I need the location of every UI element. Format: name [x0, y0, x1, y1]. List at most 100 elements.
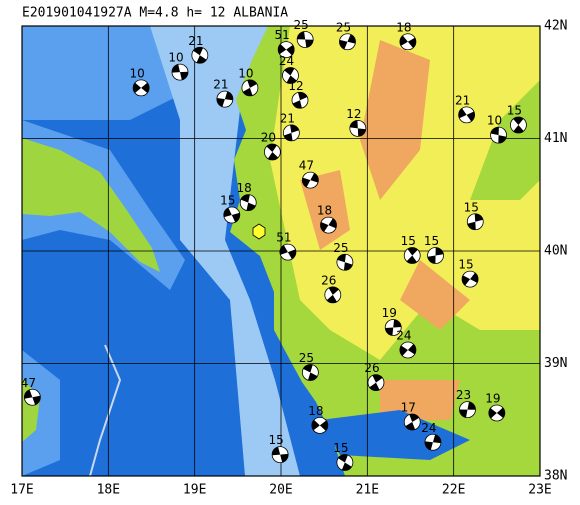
- main-event: [252, 223, 266, 240]
- y-tick-label: 42N: [544, 19, 567, 34]
- compression: [399, 344, 416, 356]
- depth-label: 15: [401, 234, 416, 248]
- compression: [467, 213, 483, 230]
- depth-label: 20: [261, 131, 276, 145]
- focal-mechanism: [279, 243, 297, 261]
- focal-mechanism: [466, 213, 484, 231]
- map-title: E201901041927A M=4.8 h= 12 ALBANIA: [22, 6, 288, 21]
- focal-mechanism: [301, 364, 319, 381]
- depth-label: 25: [336, 20, 351, 34]
- compression: [459, 401, 476, 418]
- boundary: [89, 344, 122, 476]
- compression: [311, 419, 328, 431]
- depth-label: 18: [317, 204, 332, 218]
- focal-mechanism: [403, 413, 421, 431]
- compression: [326, 286, 339, 303]
- compression: [513, 117, 524, 133]
- focal-mechanism: [311, 416, 329, 434]
- focal-mechanism: [403, 247, 421, 264]
- compression: [490, 127, 507, 144]
- x-tick-label: 23E: [528, 483, 551, 498]
- depth-label: 24: [279, 54, 294, 68]
- depth-label: 26: [321, 273, 336, 287]
- depth-label: 10: [238, 66, 253, 80]
- depth-label: 15: [268, 433, 283, 447]
- compression: [292, 92, 308, 109]
- italy: [22, 138, 160, 272]
- compression: [266, 144, 279, 160]
- depth-label: 15: [424, 234, 439, 248]
- depth-label: 21: [188, 34, 203, 48]
- focal-mechanism: [241, 79, 259, 97]
- x-tick-label: 19E: [183, 483, 206, 498]
- compression: [283, 124, 299, 141]
- compression: [427, 247, 444, 264]
- x-tick-label: 18E: [97, 483, 120, 498]
- compression: [302, 173, 319, 188]
- focal-mechanism: [191, 46, 209, 64]
- y-tick-label: 40N: [544, 244, 567, 259]
- compression: [272, 446, 289, 463]
- focal-mechanism: [320, 216, 337, 234]
- depth-label: 24: [396, 329, 411, 343]
- compression: [462, 272, 479, 286]
- depth-label: 21: [455, 93, 470, 107]
- shelf: [22, 350, 60, 476]
- depth-label: 24: [421, 421, 436, 435]
- focal-mechanism: [459, 401, 476, 419]
- focal-mechanism: [282, 124, 300, 142]
- compression: [406, 247, 418, 264]
- focal-mechanism: [291, 91, 309, 109]
- focal-mechanism: [277, 41, 295, 59]
- depth-label: 23: [456, 388, 471, 402]
- depth-label: 18: [237, 181, 252, 195]
- compression: [278, 44, 295, 56]
- focal-mechanism: [367, 374, 385, 392]
- focal-mechanism: [349, 119, 367, 137]
- compression: [320, 218, 337, 232]
- x-tick-label: 22E: [442, 483, 465, 498]
- depth-label: 12: [288, 79, 303, 93]
- compression: [488, 407, 505, 419]
- x-tick-label: 20E: [269, 483, 292, 498]
- depth-label: 51: [276, 231, 291, 245]
- depth-label: 15: [458, 258, 473, 272]
- compression: [458, 108, 475, 122]
- depth-label: 26: [364, 361, 379, 375]
- depth-label: 19: [485, 392, 500, 406]
- focal-mechanism: [427, 247, 444, 264]
- depth-label: 15: [220, 194, 235, 208]
- depth-label: 18: [396, 20, 411, 34]
- depth-label: 17: [401, 401, 416, 415]
- compression: [297, 31, 314, 48]
- compression: [216, 91, 233, 107]
- depth-label: 15: [507, 104, 522, 118]
- focal-mechanism: [399, 33, 417, 51]
- focal-mechanism: [301, 171, 319, 189]
- compression: [339, 34, 356, 50]
- depth-label: 12: [346, 107, 361, 121]
- focal-mechanism: [384, 319, 402, 336]
- focal-mechanism: [339, 33, 356, 51]
- depth-label: 47: [299, 159, 314, 173]
- depth-label: 10: [129, 66, 144, 80]
- depth-label: 19: [382, 306, 397, 320]
- focal-mechanism: [336, 253, 354, 271]
- compression: [303, 364, 318, 381]
- compression: [337, 254, 353, 271]
- x-tick-label: 21E: [356, 483, 379, 498]
- compression: [279, 245, 296, 260]
- compression: [223, 207, 240, 223]
- focal-mechanism: [223, 206, 241, 224]
- focal-mechanism: [336, 454, 354, 471]
- y-tick-label: 39N: [544, 356, 567, 371]
- focal-mechanism: [239, 194, 257, 212]
- focal-mechanism: [324, 286, 342, 304]
- depth-label: 21: [280, 111, 295, 125]
- focal-mechanism: [296, 31, 314, 48]
- compression: [405, 413, 420, 431]
- depth-label: 21: [213, 78, 228, 92]
- depth-label: 25: [299, 351, 314, 365]
- compression: [284, 67, 297, 84]
